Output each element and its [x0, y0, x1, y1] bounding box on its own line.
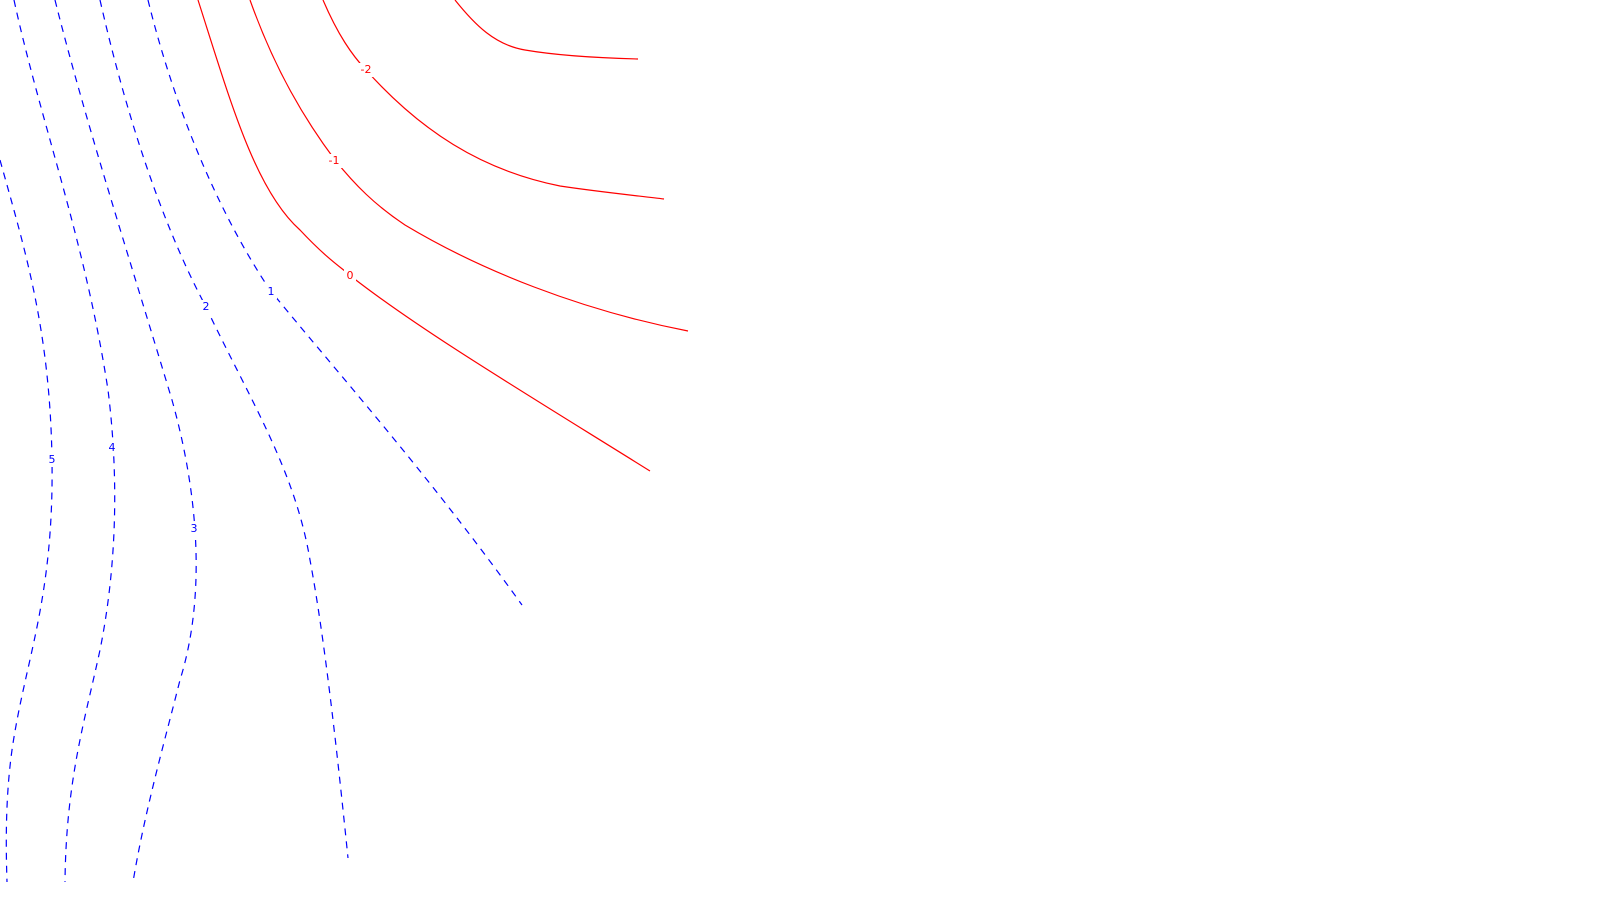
contour-label-3: 3	[191, 522, 198, 535]
contour-label-bg-3	[188, 522, 200, 536]
contour-line-neg1	[249, 0, 689, 332]
contour-label-bg-neg2	[357, 63, 375, 77]
contour-label-bg-5	[46, 453, 58, 467]
contour-label-bg-neg1	[325, 154, 343, 168]
contour-label-1: 1	[268, 285, 275, 298]
contour-label-2: 2	[203, 300, 210, 313]
contour-label-0: 0	[347, 269, 354, 282]
contour-line-4	[13, 0, 116, 883]
contour-label-bg-4	[106, 441, 118, 455]
contour-line-neg3	[454, 0, 639, 60]
contour-label-5: 5	[49, 453, 56, 466]
contour-line-5	[0, 159, 53, 883]
contour-labels: 5 4 3 2 1 0 -1 -2	[46, 63, 375, 536]
contour-lines	[0, 0, 689, 883]
contour-label-bg-0	[344, 269, 356, 283]
contour-label-neg1: -1	[329, 154, 340, 167]
contour-label-bg-1	[265, 285, 277, 299]
contour-line-3	[54, 0, 197, 883]
contour-line-0	[197, 0, 651, 472]
contour-line-neg2	[322, 0, 665, 200]
contour-label-4: 4	[109, 441, 116, 454]
contour-line-2	[99, 0, 349, 859]
contour-label-neg2: -2	[361, 63, 372, 76]
contour-label-bg-2	[200, 300, 212, 314]
